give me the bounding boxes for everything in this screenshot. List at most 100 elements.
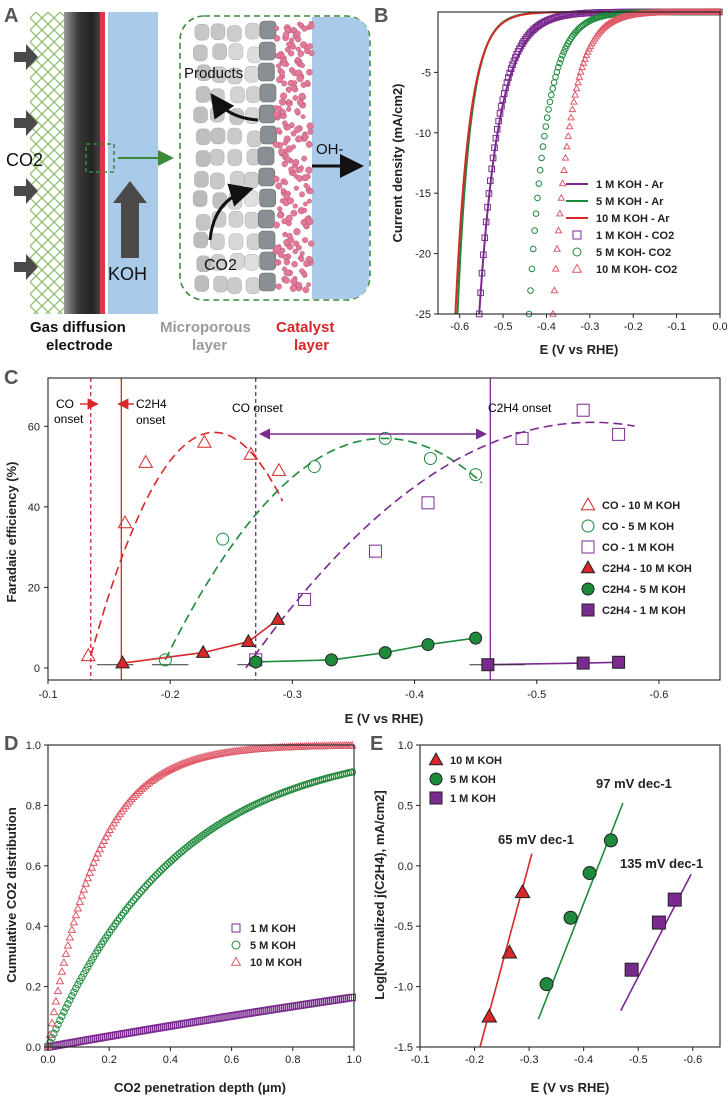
panel-b-point xyxy=(553,68,561,76)
microporous-particle xyxy=(196,214,211,231)
catalyst-particle xyxy=(295,46,301,52)
panel-c-xtick-label: -0.3 xyxy=(283,689,302,701)
panel-c-axes xyxy=(47,377,721,681)
panel-c-point xyxy=(324,653,338,667)
panel-d-point xyxy=(161,862,170,870)
panel-b-point xyxy=(480,251,487,259)
panel-b-point xyxy=(557,193,566,201)
panel-b-point xyxy=(550,286,559,294)
panel-b-point xyxy=(545,106,552,113)
panel-d-point xyxy=(125,796,134,805)
panel-c-point xyxy=(195,644,211,658)
catalyst-particle xyxy=(297,50,305,57)
panel-d-point xyxy=(219,818,227,826)
panel-d-point xyxy=(99,836,109,845)
panel-d-point xyxy=(65,932,75,941)
co-onset-mid-label: CO onset xyxy=(232,401,283,415)
catalyst-particle xyxy=(299,251,305,256)
catalyst-particle xyxy=(294,30,301,38)
panel-e-slope-label: 135 mV dec-1 xyxy=(620,856,703,871)
panel-b-point xyxy=(477,289,484,297)
panel-e-xtick-label: -0.2 xyxy=(465,1054,484,1066)
catalyst-particle xyxy=(292,203,298,209)
panel-c-ytick-label: 0 xyxy=(34,663,40,675)
panel-e-xtick-label: -0.3 xyxy=(520,1054,539,1066)
panel-b-point xyxy=(551,264,560,272)
panel-c-point xyxy=(423,452,437,466)
catalyst-particle xyxy=(293,240,300,247)
panel-d-ytick-label: 1.0 xyxy=(26,740,41,752)
panel-d-point xyxy=(137,887,146,895)
panel-c-ytick-label: 60 xyxy=(28,421,40,433)
co-onset-label-b: onset xyxy=(54,412,84,426)
panel-d-point xyxy=(147,876,156,884)
catalyst-particle xyxy=(292,158,300,166)
gde-label-1: Gas diffusion xyxy=(30,319,126,336)
panel-d-legend-label: 10 M KOH xyxy=(250,957,302,969)
catalyst-particle xyxy=(273,35,281,42)
panel-c-point xyxy=(378,646,392,660)
panel-b-point xyxy=(560,165,569,173)
catalyst-particle xyxy=(290,209,298,217)
panel-d-point xyxy=(173,851,181,860)
panel-d-point xyxy=(71,910,81,919)
catalyst-particle xyxy=(283,269,291,277)
panel-c-legend-label: CO - 10 M KOH xyxy=(602,500,680,512)
panel-d-point xyxy=(139,885,148,893)
catalyst-particle xyxy=(297,167,304,173)
panel-c-legend-swatch xyxy=(580,560,596,574)
panel-c-xtick-label: -0.5 xyxy=(527,689,546,701)
panel-b-point xyxy=(575,72,584,80)
c2h4-onset-right-label: C2H4 onset xyxy=(488,401,552,415)
panel-b-point xyxy=(506,69,514,77)
panel-d-point xyxy=(158,768,168,777)
panel-b-point xyxy=(554,64,562,71)
panel-d-point xyxy=(207,825,215,834)
microporous-particle xyxy=(259,20,277,40)
panel-e-point xyxy=(624,962,639,977)
panel-d-point xyxy=(127,899,136,907)
panel-d-ylabel: Cumulative CO2 distribution xyxy=(4,807,19,983)
panel-b-point xyxy=(493,126,501,133)
panel-b: B -0.6 -0.5 -0.4 -0.3 -0.2 -0.1 0.0 -5 -10 -15 -20… xyxy=(374,5,728,357)
panel-c-point xyxy=(240,633,256,648)
panel-e-slope-label: 65 mV dec-1 xyxy=(498,832,574,847)
catalyst-particle xyxy=(290,278,298,285)
panel-b-legend-swatch xyxy=(571,263,583,273)
panel-e-point xyxy=(651,915,666,930)
catalyst-particle xyxy=(280,60,287,67)
panel-b-point xyxy=(534,194,541,202)
catalyst-particle xyxy=(293,228,301,236)
catalyst-particle xyxy=(280,109,287,116)
panel-d-point xyxy=(61,949,71,957)
catalyst-particle xyxy=(299,268,305,274)
panel-d-point xyxy=(151,872,160,880)
catalyst-particle xyxy=(291,261,298,268)
panel-e-point xyxy=(582,866,597,881)
panel-b-legend-swatch xyxy=(572,247,582,257)
panel-d-point xyxy=(67,925,77,933)
panel-d-point xyxy=(46,1038,54,1047)
panel-b-point xyxy=(549,85,557,92)
microporous-particle xyxy=(194,23,210,41)
panel-d-point xyxy=(57,967,67,975)
panel-b-point xyxy=(554,226,563,234)
catalyst-particle xyxy=(273,245,281,253)
catalyst-particle xyxy=(301,25,308,32)
panel-b-point xyxy=(553,244,562,252)
koh-label: KOH xyxy=(108,264,147,284)
catalyst-particle xyxy=(302,286,310,294)
panel-d-point xyxy=(63,940,73,949)
panel-d-point xyxy=(75,897,85,905)
panel-d-point xyxy=(80,970,88,978)
panel-d: D 0.0 0.2 0.4 0.6 0.8 1.0 0.0 0.2 0.4 0.6 0.8 1.0 1… xyxy=(4,733,362,1095)
panel-b-point xyxy=(485,190,493,197)
catalyst-particle xyxy=(298,256,305,263)
panel-d-ytick-label: 0.0 xyxy=(26,1042,41,1054)
panel-b-point xyxy=(509,61,516,69)
panel-d-point xyxy=(101,832,111,841)
panel-b-point xyxy=(492,134,500,142)
catalyst-particle xyxy=(295,56,301,63)
products-label: Products xyxy=(184,65,243,82)
panel-b-point xyxy=(498,103,505,110)
